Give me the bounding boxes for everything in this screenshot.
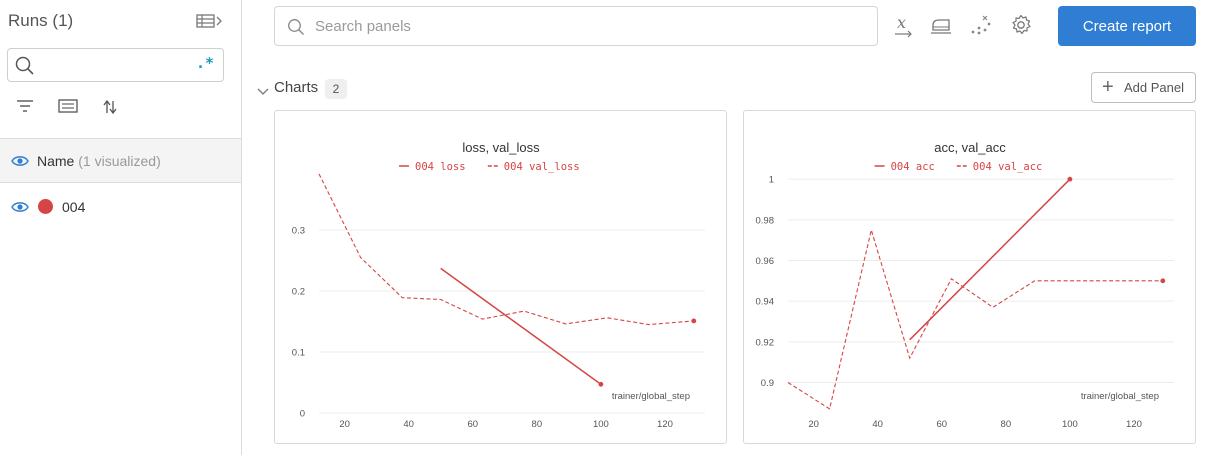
series-end-point [691, 318, 697, 324]
series-end-point [1067, 176, 1073, 182]
legend-label: 004 acc [891, 161, 935, 173]
x-tick-label: 120 [657, 419, 673, 430]
visualized-count: (1 visualized) [78, 153, 161, 169]
x-tick-label: 20 [808, 419, 819, 430]
y-tick-label: 0.1 [292, 348, 305, 359]
name-column-header[interactable]: Name (1 visualized) [0, 138, 241, 183]
y-tick-label: 0 [300, 409, 305, 420]
x-tick-label: 60 [467, 419, 478, 430]
y-tick-label: 0.96 [756, 256, 775, 267]
series-line [318, 173, 694, 326]
acc-chart: acc, val_acc 004 acc 004 val_acc 0.9 0.92 0.9… [756, 140, 1174, 430]
group-icon[interactable] [58, 99, 78, 118]
y-tick-label: 0.98 [756, 215, 775, 226]
y-tick-label: 0.3 [292, 226, 305, 237]
run-color-dot[interactable] [38, 199, 53, 214]
x-axis-icon[interactable]: x [893, 13, 915, 43]
chart-title: acc, val_acc [934, 140, 1006, 155]
x-tick-label: 40 [872, 419, 883, 430]
outliers-icon[interactable] [970, 14, 994, 41]
search-icon [15, 56, 35, 81]
panel-search-input[interactable]: Search panels [274, 6, 878, 46]
chart-title: loss, val_loss [462, 140, 540, 155]
y-tick-label: 1 [769, 175, 774, 186]
loss-chart: loss, val_loss 004 loss 004 val_loss 0 0.1 0.… [292, 140, 705, 430]
legend-label: 004 val_acc [973, 161, 1043, 173]
x-tick-label: 100 [593, 419, 609, 430]
smoothing-icon[interactable] [930, 14, 952, 41]
chart-panel-acc[interactable]: acc, val_acc 004 acc 004 val_acc 0.9 0.92 0.9… [743, 110, 1196, 444]
sort-icon[interactable] [102, 99, 118, 120]
y-tick-label: 0.9 [761, 378, 774, 389]
regex-toggle[interactable]: .* [195, 54, 214, 72]
eye-icon[interactable] [11, 154, 29, 173]
series-end-point [1160, 278, 1166, 284]
section-title[interactable]: Charts [274, 79, 319, 96]
x-tick-label: 40 [403, 419, 414, 430]
add-panel-label: Add Panel [1124, 80, 1184, 95]
x-tick-label: 100 [1062, 419, 1078, 430]
x-tick-label: 20 [339, 419, 350, 430]
settings-icon[interactable] [1010, 14, 1032, 41]
y-tick-label: 0.94 [756, 297, 775, 308]
table-view-icon[interactable] [196, 13, 224, 34]
x-axis-label: trainer/global_step [1081, 391, 1159, 402]
search-icon [287, 18, 305, 41]
runs-sidebar: Runs (1) .* Name (1 visualized) 0 [0, 0, 242, 455]
name-header-label: Name [37, 153, 75, 169]
y-tick-label: 0.2 [292, 287, 305, 298]
legend-label: 004 loss [415, 161, 466, 173]
panel-search-placeholder: Search panels [315, 18, 411, 35]
run-row[interactable]: 004 [0, 190, 241, 224]
x-axis-label: trainer/global_step [612, 391, 690, 402]
run-name[interactable]: 004 [62, 199, 86, 215]
section-count-badge: 2 [325, 79, 347, 99]
plus-icon: + [1102, 76, 1114, 98]
x-tick-label: 80 [532, 419, 543, 430]
runs-search-input[interactable]: .* [7, 48, 224, 82]
x-tick-label: 80 [1001, 419, 1012, 430]
add-panel-button[interactable]: + Add Panel [1091, 72, 1196, 103]
legend-label: 004 val_loss [504, 161, 580, 173]
series-line [909, 178, 1071, 341]
y-tick-label: 0.92 [756, 337, 775, 348]
filter-icon[interactable] [16, 99, 34, 118]
series-end-point [598, 381, 604, 387]
create-report-button[interactable]: Create report [1058, 6, 1196, 46]
eye-icon[interactable] [11, 200, 29, 219]
svg-text:x: x [897, 14, 906, 32]
chevron-down-icon[interactable] [257, 84, 269, 102]
series-line [440, 267, 602, 385]
x-tick-label: 120 [1126, 419, 1142, 430]
chart-panel-loss[interactable]: loss, val_loss 004 loss 004 val_loss 0 0.1 0.… [274, 110, 727, 444]
runs-title: Runs (1) [8, 11, 74, 30]
series-line [787, 227, 1163, 410]
x-tick-label: 60 [936, 419, 947, 430]
